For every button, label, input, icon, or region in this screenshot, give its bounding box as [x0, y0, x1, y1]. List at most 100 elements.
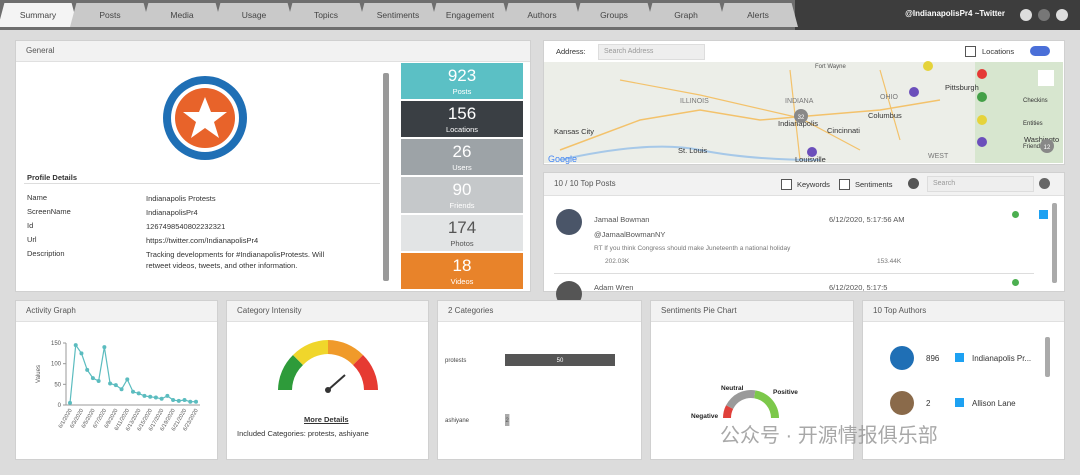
map-marker: [977, 69, 987, 79]
logo: [163, 76, 247, 160]
stat-tile: 923 Posts: [401, 63, 523, 99]
map-marker: [977, 115, 987, 125]
map-label: Columbus: [868, 111, 902, 120]
tab[interactable]: Usage: [214, 3, 294, 27]
post-author: Jamaal Bowman: [594, 215, 650, 224]
tab[interactable]: Topics: [286, 3, 366, 27]
field-value: Tracking developments for #IndianapolisP…: [146, 250, 325, 270]
sentiment-dot: [1012, 279, 1019, 286]
categories-panel: 2 Categories: [437, 300, 642, 460]
activity-point: [119, 387, 124, 392]
post-search[interactable]: Search: [927, 176, 1034, 192]
tab[interactable]: Summary: [0, 3, 78, 27]
activity-point: [125, 377, 130, 382]
activity-point: [102, 345, 107, 350]
sentiments-checkbox[interactable]: [839, 179, 850, 190]
locations-checkbox[interactable]: [965, 46, 976, 57]
cluster-count: 32: [798, 115, 805, 121]
field-label: Id: [27, 221, 34, 230]
map-attribution: Google: [548, 154, 577, 164]
stat-tile: 18 Videos: [401, 253, 523, 289]
field-value: 1267498540802232321: [146, 222, 226, 231]
activity-point: [182, 398, 187, 403]
address-input[interactable]: Search Address: [598, 44, 705, 60]
stat-tile: 174 Photos: [401, 215, 523, 251]
tab[interactable]: Sentiments: [358, 3, 438, 27]
map-river: [559, 145, 821, 161]
tab[interactable]: Graph: [646, 3, 726, 27]
activity-point: [136, 391, 141, 396]
author-avatar: [890, 391, 914, 415]
keywords-checkbox[interactable]: [781, 179, 792, 190]
user-icon[interactable]: [1056, 9, 1068, 21]
top-posts-panel: 10 / 10 Top Posts Keywords Sentiments Se…: [543, 172, 1065, 307]
export-button[interactable]: [1039, 178, 1050, 189]
bar: [505, 414, 510, 426]
map-marker: [977, 137, 987, 147]
map-legend: Friends: [1023, 144, 1043, 150]
category-label: ashiyane: [445, 418, 470, 424]
panel-title: Activity Graph: [16, 301, 217, 322]
pie-label: Positive: [773, 389, 798, 396]
map-marker: [977, 92, 987, 102]
scrollbar: [1045, 337, 1050, 377]
more-details-link[interactable]: More Details: [304, 415, 349, 424]
divider: [554, 273, 1034, 274]
locations-label: Locations: [982, 47, 1015, 56]
tab[interactable]: Engagement: [430, 3, 510, 27]
activity-point: [165, 393, 170, 398]
pie-slice: [723, 405, 734, 418]
profile-heading: Profile Details: [27, 173, 78, 182]
sentiments-panel: Sentiments Pie Chart: [650, 300, 854, 460]
panel-title: 10 Top Authors: [863, 301, 1064, 322]
twitter-icon: [955, 353, 964, 362]
tab[interactable]: Alerts: [718, 3, 798, 27]
activity-point: [142, 393, 147, 398]
stat-value: 18: [452, 256, 472, 275]
tab[interactable]: Groups: [574, 3, 654, 27]
tab[interactable]: Media: [142, 3, 222, 27]
activity-point: [68, 400, 72, 405]
settings-icon[interactable]: [1038, 9, 1050, 21]
y-tick-label: 100: [51, 362, 62, 368]
stat-tile: 90 Friends: [401, 177, 523, 213]
twitter-icon: [955, 398, 964, 407]
activity-point: [194, 399, 198, 404]
bar-value: 2: [506, 418, 510, 424]
map-label: OHIO: [880, 94, 898, 101]
map-label: INDIANA: [785, 98, 814, 105]
map-marker: [807, 147, 817, 157]
post-handle: @JamaalBowmanNY: [594, 230, 666, 239]
activity-point: [79, 351, 84, 356]
authors-panel: 10 Top Authors: [862, 300, 1065, 460]
fullscreen-button[interactable]: [1038, 70, 1054, 86]
stat-value: 90: [452, 180, 472, 199]
locations-toggle[interactable]: [1030, 46, 1050, 56]
panel-title: Category Intensity: [227, 301, 428, 322]
account-bar: @IndianapolisPr4 ~Twitter: [795, 0, 1080, 30]
twitter-icon: [1039, 210, 1048, 219]
activity-line: [69, 343, 196, 403]
author-name: Allison Lane: [972, 399, 1016, 408]
panel-title: General: [16, 41, 530, 62]
activity-point: [96, 379, 101, 384]
post-text: RT If you think Congress should make Jun…: [594, 245, 791, 252]
activity-point: [159, 396, 164, 401]
tab[interactable]: Posts: [70, 3, 150, 27]
keywords-label: Keywords: [797, 180, 830, 189]
filter-icon[interactable]: [1020, 9, 1032, 21]
post-shares: 153.44K: [877, 258, 902, 265]
sentiment-dot: [1012, 211, 1019, 218]
sort-button[interactable]: [908, 178, 919, 189]
field-value: Indianapolis Protests: [146, 194, 216, 203]
post-date: 6/12/2020, 5:17:56 AM: [829, 215, 905, 224]
author-count: 2: [926, 399, 931, 408]
stat-value: 156: [447, 104, 477, 123]
stat-value: 26: [452, 142, 472, 161]
watermark: 公众号 · 开源情报俱乐部: [720, 424, 938, 447]
tab[interactable]: Authors: [502, 3, 582, 27]
field-value: IndianapolisPr4: [146, 208, 198, 217]
post-date: 6/12/2020, 5:17:5: [829, 283, 888, 292]
